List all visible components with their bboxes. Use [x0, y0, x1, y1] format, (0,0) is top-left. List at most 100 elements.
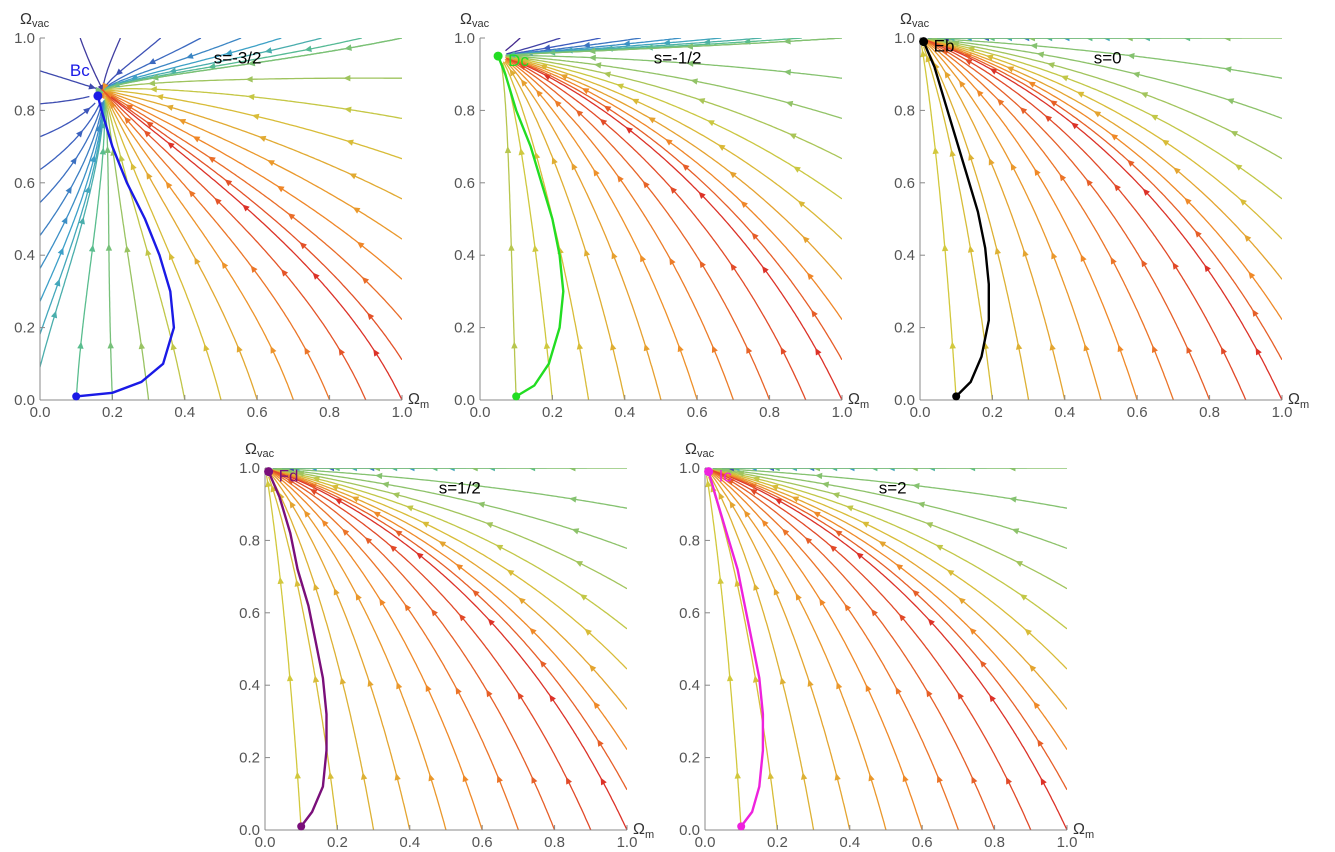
stream-arrow [690, 78, 698, 85]
stream-arrow [941, 38, 949, 42]
stream-arrow [88, 244, 96, 252]
stream-arrow [146, 171, 153, 180]
y-tick-label: 0.4 [239, 677, 260, 694]
stream-arrow [560, 74, 568, 81]
stream-arrow [994, 247, 1001, 255]
stream-arrow [936, 775, 943, 783]
streamline [506, 38, 601, 56]
streamline [925, 41, 1138, 400]
stream-arrow [1027, 38, 1035, 42]
stream-arrow [749, 468, 757, 472]
stream-arrow [124, 116, 132, 124]
parameter-label: s=-3/2 [214, 48, 262, 67]
stream-arrow [969, 627, 977, 635]
stream-arrow [554, 100, 562, 108]
stream-arrow [813, 511, 821, 518]
stream-arrow [1085, 38, 1093, 42]
stream-arrow [344, 44, 352, 51]
stream-arrow [532, 244, 539, 252]
stream-arrow [774, 498, 783, 505]
stream-arrow [508, 243, 515, 251]
stream-arrow [729, 171, 737, 179]
y-tick-label: 1.0 [894, 30, 915, 47]
stream-arrow [496, 775, 503, 783]
x-tick-label: 1.0 [1057, 834, 1078, 851]
y-tick-label: 0.4 [679, 677, 700, 694]
streamline [270, 472, 447, 830]
stream-arrow [844, 603, 852, 612]
stream-arrow [830, 468, 838, 472]
stream-arrow [102, 82, 109, 91]
stream-arrow [631, 98, 640, 105]
stream-arrow [438, 541, 447, 548]
streamline [274, 468, 627, 550]
streamline [713, 470, 996, 830]
stream-arrow [156, 93, 164, 101]
stream-arrow [504, 146, 512, 154]
stream-arrow [138, 341, 146, 350]
stream-arrow [670, 186, 678, 194]
stream-arrow [836, 681, 843, 690]
y-tick-label: 0.6 [894, 175, 915, 192]
stream-arrow [568, 468, 576, 472]
streamline [40, 101, 105, 302]
panel-3: 0.0 0.2 0.4 0.6 0.8 1.00.00.20.40.60.81.0ΩmΩv… [894, 11, 1309, 421]
stream-arrow [506, 569, 515, 577]
y-tick-label: 0.2 [14, 320, 35, 337]
streamlines [500, 38, 842, 400]
fixed-point-label: Fd [279, 467, 299, 486]
stream-arrow [149, 86, 157, 93]
stream-arrow [789, 468, 797, 472]
stream-arrow [148, 58, 157, 65]
stream-arrow [686, 60, 694, 67]
stream-arrow [188, 190, 196, 198]
streamline [273, 469, 627, 830]
stream-arrow [600, 777, 607, 786]
y-tick-label: 0.8 [679, 532, 700, 549]
stream-arrow [1083, 343, 1090, 352]
trajectory-curve [76, 95, 176, 398]
stream-arrow [785, 100, 794, 107]
stream-arrow [870, 468, 878, 472]
stream-arrow [1161, 139, 1170, 147]
stream-arrow [1015, 560, 1024, 567]
y-tick-label: 0.0 [239, 822, 260, 839]
x-tick-label: 0.2 [327, 834, 348, 851]
streamline [272, 469, 627, 750]
streamline [711, 470, 960, 830]
stream-arrow [699, 260, 706, 269]
stream-arrow [1239, 198, 1247, 206]
stream-arrow [773, 587, 780, 596]
stream-arrow [89, 155, 97, 163]
stream-arrow [192, 136, 201, 143]
stream-arrow [286, 674, 294, 682]
stream-arrow [1060, 75, 1069, 82]
y-tick-label: 0.6 [14, 175, 35, 192]
streamline [273, 469, 627, 710]
fixed-point [93, 91, 103, 101]
stream-arrow [752, 675, 760, 683]
stream-arrow [477, 501, 486, 508]
stream-arrow [622, 40, 631, 47]
stream-arrow [780, 347, 787, 355]
stream-arrow [783, 38, 791, 45]
stream-arrow [1086, 178, 1093, 187]
stream-arrow [761, 519, 769, 527]
stream-arrow [717, 576, 724, 585]
stream-arrow [941, 244, 949, 252]
stream-arrow [1034, 168, 1041, 176]
stream-arrow [518, 64, 527, 71]
streamline [501, 62, 554, 400]
y-tick-label: 0.8 [894, 102, 915, 119]
x-axis-label-sub: m [645, 829, 654, 841]
stream-arrow [752, 476, 760, 483]
stream-arrow [743, 510, 751, 518]
streamline [40, 101, 103, 203]
streamline [102, 38, 122, 90]
y-tick-label: 0.2 [894, 320, 915, 337]
stream-arrow [299, 242, 307, 250]
stream-arrow [428, 773, 435, 782]
stream-arrow [312, 272, 320, 280]
stream-arrow [270, 484, 277, 493]
stream-arrow [740, 200, 748, 209]
